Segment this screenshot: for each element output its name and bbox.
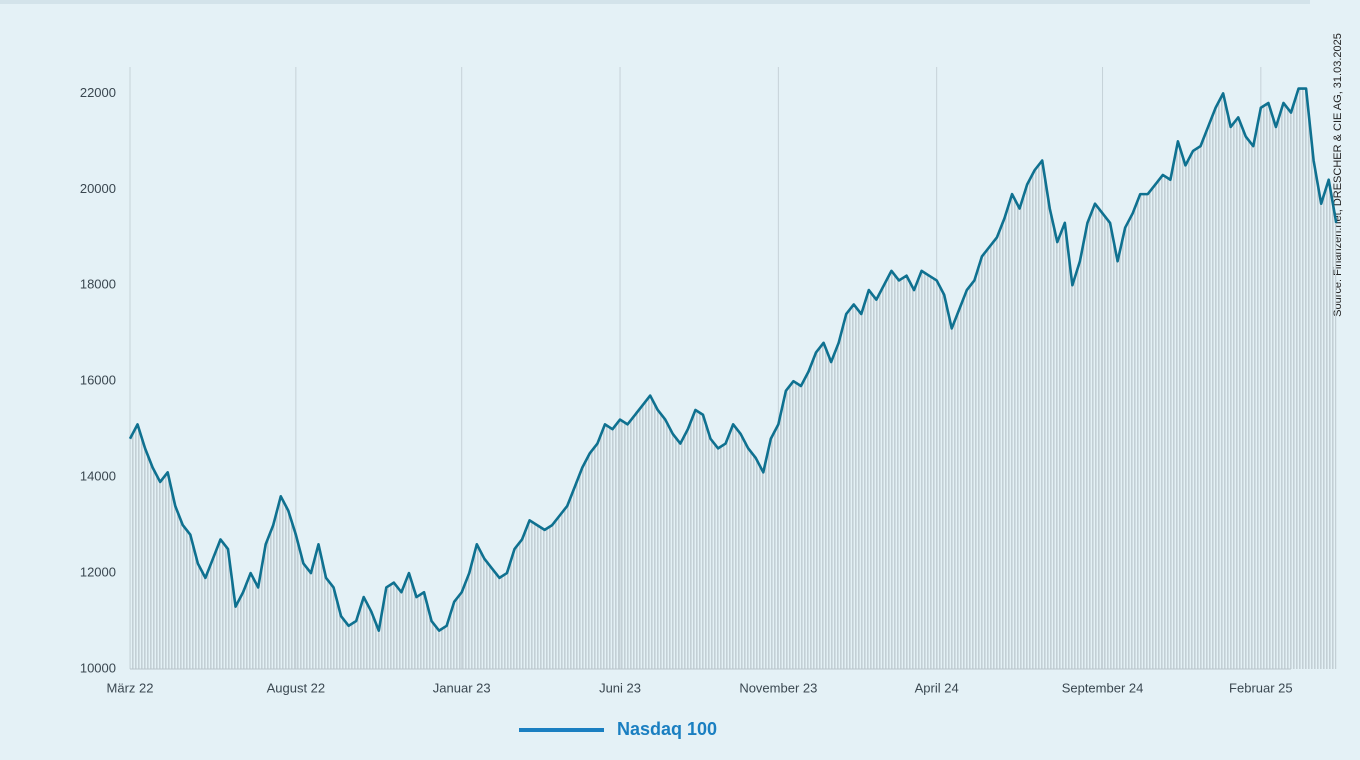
y-tick-label: 10000 — [80, 660, 116, 675]
x-tick-label: Januar 23 — [433, 680, 491, 695]
y-tick-label: 18000 — [80, 277, 116, 292]
x-tick-label: November 23 — [739, 680, 817, 695]
x-tick-label: Juni 23 — [599, 680, 641, 695]
y-tick-label: 12000 — [80, 565, 116, 580]
x-tick-label: Februar 25 — [1229, 680, 1293, 695]
area — [130, 88, 1337, 670]
y-tick-label: 22000 — [80, 85, 116, 100]
line — [128, 87, 1338, 632]
x-tick-label: August 22 — [267, 680, 326, 695]
x-tick-label: März 22 — [107, 680, 154, 695]
legend-label: Nasdaq 100 — [617, 719, 717, 739]
x-tick-label: September 24 — [1062, 680, 1144, 695]
y-tick-label: 20000 — [80, 181, 116, 196]
x-tick-label: April 24 — [915, 680, 959, 695]
y-tick-label: 14000 — [80, 469, 116, 484]
y-tick-label: 16000 — [80, 373, 116, 388]
top-bar — [0, 0, 1310, 4]
